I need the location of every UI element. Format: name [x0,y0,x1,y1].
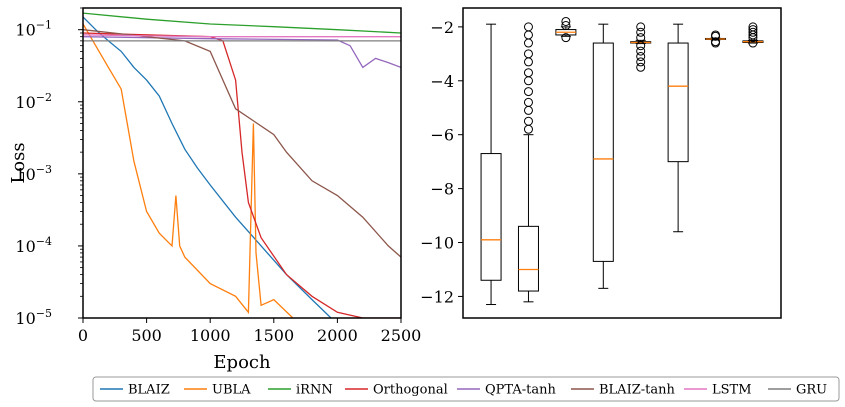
box-outlier [711,38,721,48]
box-outlier [523,57,533,67]
box-outlier [523,116,533,126]
series-line-blaiz [83,16,332,318]
box-body [517,225,539,292]
legend-label: LSTM [712,383,752,398]
box-outlier [636,27,646,37]
box-outlier [523,97,533,107]
box-outlier [523,105,533,115]
box-outlier [523,22,533,32]
box-outlier [523,38,533,48]
x-axis-label: Epoch [213,352,271,373]
right-y-tick-label: −4 [430,72,454,91]
legend-label: UBLA [212,383,251,398]
series-line-ubla [83,23,294,318]
y-tick-label: 10−2 [15,91,52,112]
box-outlier [523,68,533,78]
box-outlier [523,30,533,40]
right-y-tick-label: −2 [430,18,454,37]
box-outlier [561,33,571,43]
box-outlier [523,76,533,86]
legend-label: Orthogonal [373,383,448,398]
box-body [667,42,689,163]
box-outlier [636,52,646,62]
loss-curves-panel: 0 500 1000 1500 2000 2500 10−510−410−310−210−… [8,7,421,373]
x-tick-label: 1000 [190,326,231,345]
box-outlier [561,16,571,26]
box-outlier [636,22,646,32]
legend-label: BLAIZ-tanh [599,383,675,398]
y-tick-label: 10−5 [15,307,52,328]
y-tick-label: 10−4 [15,235,52,256]
x-tick-label: 500 [131,326,162,345]
boxplot-group [480,16,764,306]
box-outlier [748,33,758,43]
legend-label: BLAIZ [128,383,170,398]
x-tick-label: 2000 [317,326,358,345]
right-y-tick-label: −6 [430,126,454,145]
box-outlier [636,41,646,51]
y-axis-label: Loss [8,142,29,183]
box-outlier [636,62,646,72]
right-y-tick-label: −8 [430,180,454,199]
right-y-ticks: −2 −4 −6 −8 −10 −12 [420,18,463,306]
right-plot-frame [462,7,782,319]
right-y-tick-label: −10 [420,234,454,253]
left-plot-frame [82,7,402,319]
series-line-orthogonal [83,32,401,318]
y-tick-label: 10−1 [15,19,52,40]
y-tick-label: 10−3 [15,163,52,184]
left-x-ticks: 0 500 1000 1500 2000 2500 [78,318,421,345]
x-tick-label: 1500 [253,326,294,345]
legend: BLAIZ UBLA iRNN Orthogonal QPTA-tanh BLAIZ-ta… [92,376,840,402]
box-outlier [636,46,646,56]
box-outlier [711,31,721,41]
legend-label: QPTA-tanh [485,383,556,398]
box-outlier [523,124,533,134]
loss-series-group [83,12,401,318]
box-outlier [523,87,533,97]
right-y-tick-label: −12 [420,287,454,306]
boxplot-panel: −2 −4 −6 −8 −10 −12 [420,7,782,319]
box-outlier [636,57,646,67]
box-outlier [561,21,571,31]
series-line-qpta-tanh [83,36,401,69]
left-y-ticks: 10−5 10−4 10−3 10−2 10−1 [15,7,83,328]
box-body [592,42,614,262]
x-tick-label: 2500 [381,326,422,345]
box-outlier [748,27,758,37]
series-line-irnn [83,12,401,34]
box-outlier [748,38,758,48]
x-tick-label: 0 [78,326,88,345]
legend-label: iRNN [296,383,333,398]
series-line-lstm [83,34,401,38]
legend-label: GRU [796,383,827,398]
legend-items: BLAIZ UBLA iRNN Orthogonal QPTA-tanh BLAIZ-ta… [100,383,827,398]
box-body [480,153,502,281]
box-outlier [523,49,533,59]
series-line-blaiz-tanh [83,29,401,258]
